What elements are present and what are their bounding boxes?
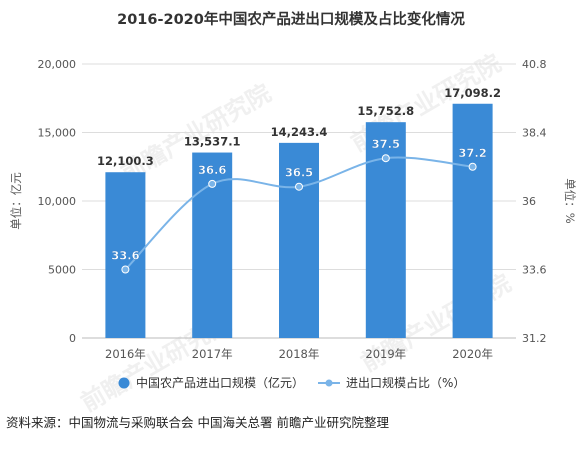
chart-title: 2016-2020年中国农产品进出口规模及占比变化情况 (117, 12, 465, 28)
legend-bar-swatch (118, 377, 130, 389)
line-value-label: 33.6 (111, 249, 139, 263)
line-value-label: 37.2 (458, 146, 486, 160)
x-tick-label: 2020年 (452, 347, 493, 361)
line-point (295, 182, 303, 191)
y-axis-title: 单位：亿元 (9, 172, 23, 230)
bar-value-label: 14,243.4 (271, 125, 328, 139)
y2-tick-label: 33.6 (522, 264, 547, 277)
line-point (381, 154, 390, 163)
bar (279, 142, 319, 338)
legend-line-marker (325, 379, 333, 387)
y-tick-label: 10,000 (38, 195, 77, 208)
line-point (121, 265, 130, 274)
line-value-label: 36.6 (198, 163, 226, 177)
y2-tick-label: 38.4 (522, 127, 547, 140)
bar-value-label: 15,752.8 (357, 104, 414, 118)
axes: 0 31.2 5000 33.6 10,000 36 15,000 38.4 20,000 40.… (9, 58, 577, 361)
legend-line-label: 进出口规模占比（%） (346, 375, 465, 390)
y-tick-label: 15,000 (38, 127, 77, 140)
y-tick-label: 0 (69, 332, 76, 345)
line-value-label: 36.5 (285, 166, 313, 180)
source-note: 资料来源：中国物流与采购联合会 中国海关总署 前瞻产业研究院整理 (6, 415, 389, 430)
y-tick-label: 5000 (48, 264, 76, 277)
y2-axis-title: 单位：% (563, 178, 577, 223)
bar-value-label: 12,100.3 (97, 154, 154, 168)
legend: 中国农产品进出口规模（亿元） 进出口规模占比（%） (118, 375, 465, 390)
x-tick-label: 2017年 (192, 347, 233, 361)
bar-value-label: 13,537.1 (184, 135, 241, 149)
x-tick-label: 2019年 (365, 347, 406, 361)
line-point (208, 179, 217, 188)
y2-tick-label: 31.2 (522, 332, 547, 345)
bar-value-label: 17,098.2 (444, 86, 501, 100)
line-series: 33.6 36.6 36.5 37.5 37.2 (111, 137, 487, 274)
y2-tick-label: 40.8 (522, 58, 547, 71)
bar-series: 12,100.3 13,537.1 14,243.4 15,752.8 17,098.2 (97, 86, 501, 338)
line-value-label: 37.5 (372, 137, 400, 151)
bar (452, 103, 493, 338)
y2-tick-label: 36 (522, 195, 536, 208)
x-tick-label: 2018年 (279, 347, 320, 361)
line-point (468, 162, 477, 171)
legend-bar-label: 中国农产品进出口规模（亿元） (136, 375, 304, 390)
y-tick-label: 20,000 (38, 58, 77, 71)
x-tick-label: 2016年 (105, 347, 146, 361)
